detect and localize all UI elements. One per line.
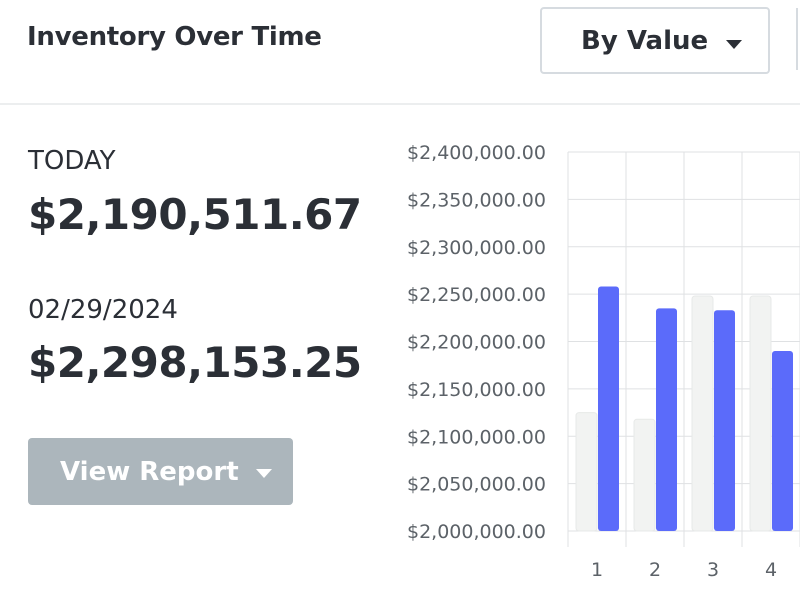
y-tick-label: $2,100,000.00 bbox=[407, 426, 546, 448]
today-value: $2,190,511.67 bbox=[28, 190, 362, 239]
bar-previous bbox=[691, 295, 714, 532]
bar-current bbox=[598, 286, 619, 531]
previous-value: $2,298,153.25 bbox=[28, 338, 362, 387]
bar-previous bbox=[633, 418, 656, 532]
view-by-label: By Value bbox=[581, 26, 709, 56]
bar-current bbox=[656, 308, 677, 531]
y-tick-label: $2,350,000.00 bbox=[407, 189, 546, 211]
view-report-label: View Report bbox=[60, 457, 239, 487]
view-by-dropdown[interactable]: By Value bbox=[540, 7, 770, 74]
x-tick-label: 2 bbox=[649, 559, 661, 581]
page-title: Inventory Over Time bbox=[27, 22, 322, 52]
bar-current bbox=[772, 350, 793, 531]
bar-previous bbox=[575, 412, 598, 532]
y-tick-label: $2,200,000.00 bbox=[407, 332, 546, 354]
x-tick-label: 4 bbox=[765, 559, 777, 581]
x-tick-label: 3 bbox=[707, 559, 719, 581]
view-report-button[interactable]: View Report bbox=[28, 438, 293, 505]
next-control-edge bbox=[796, 8, 798, 70]
chevron-down-icon bbox=[726, 40, 742, 49]
y-tick-label: $2,300,000.00 bbox=[407, 237, 546, 259]
previous-date-label: 02/29/2024 bbox=[28, 295, 178, 325]
y-tick-label: $2,150,000.00 bbox=[407, 379, 546, 401]
y-tick-label: $2,400,000.00 bbox=[407, 142, 546, 164]
header-bar: Inventory Over Time By Value bbox=[0, 0, 800, 105]
x-tick-label: 1 bbox=[591, 559, 603, 581]
y-tick-label: $2,000,000.00 bbox=[407, 521, 546, 543]
y-tick-label: $2,250,000.00 bbox=[407, 284, 546, 306]
y-tick-label: $2,050,000.00 bbox=[407, 474, 546, 496]
today-label: TODAY bbox=[28, 146, 116, 176]
bar-previous bbox=[749, 295, 772, 532]
chevron-down-icon bbox=[256, 469, 272, 478]
bar-current bbox=[714, 310, 735, 531]
